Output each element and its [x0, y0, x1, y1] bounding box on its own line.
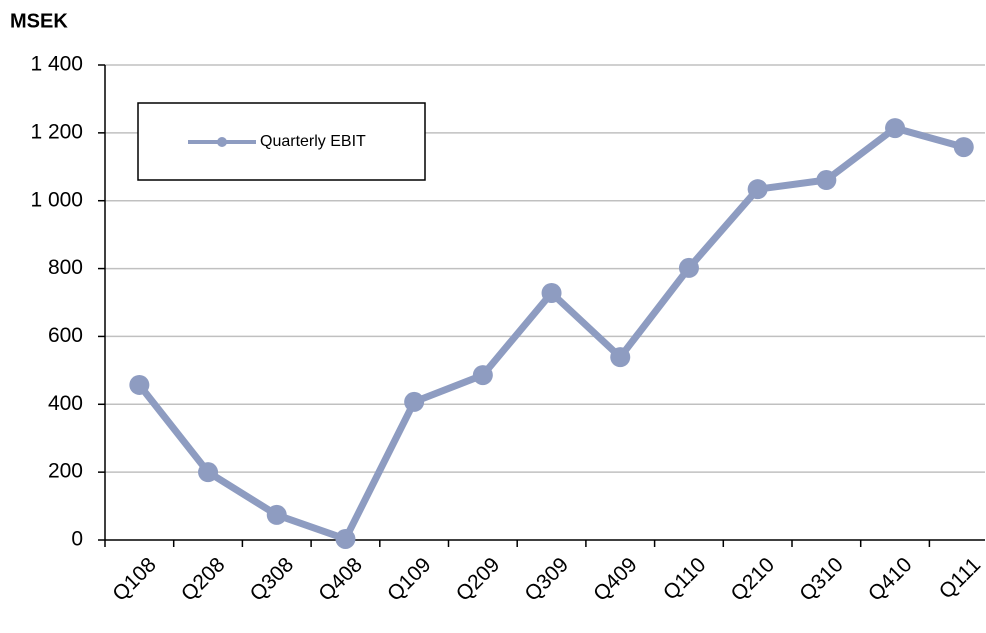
data-point [404, 391, 425, 412]
data-point [541, 283, 562, 303]
y-tick-label: 1 200 [30, 120, 83, 143]
x-tick-label: Q409 [589, 553, 642, 606]
x-tick-label: Q210 [727, 553, 780, 606]
x-tick-label: Q408 [314, 553, 367, 606]
data-point [266, 504, 287, 525]
y-axis-label: MSEK [10, 10, 68, 32]
data-point [610, 347, 631, 368]
y-tick-label: 200 [48, 460, 83, 483]
y-tick-label: 600 [48, 324, 83, 347]
x-tick-label: Q208 [177, 553, 230, 606]
data-point [953, 137, 974, 158]
y-tick-label: 400 [48, 392, 83, 415]
data-point [129, 374, 150, 395]
legend-box [137, 102, 426, 181]
data-point [747, 179, 768, 200]
data-point [198, 462, 219, 483]
x-tick-label: Q108 [108, 553, 161, 606]
y-tick-label: 1 400 [30, 53, 83, 76]
data-point [472, 365, 493, 386]
y-tick-label: 0 [71, 528, 83, 551]
x-tick-label: Q410 [864, 553, 917, 606]
x-tick-label: Q209 [452, 553, 505, 606]
data-point [678, 257, 699, 278]
legend-label: Quarterly EBIT [260, 133, 366, 150]
x-tick-label: Q309 [520, 553, 573, 606]
y-tick-label: 800 [48, 256, 83, 279]
x-tick-label: Q109 [383, 553, 436, 606]
y-tick-label: 1 000 [30, 188, 83, 211]
series-line [136, 124, 965, 543]
x-tick-label: Q310 [795, 553, 848, 606]
x-tick-label: Q111 [935, 553, 985, 603]
data-point [335, 528, 356, 549]
data-point [885, 118, 906, 139]
data-point [816, 170, 837, 191]
legend-marker [217, 137, 227, 147]
x-tick-label: Q110 [659, 553, 710, 604]
x-tick-label: Q308 [246, 553, 299, 606]
